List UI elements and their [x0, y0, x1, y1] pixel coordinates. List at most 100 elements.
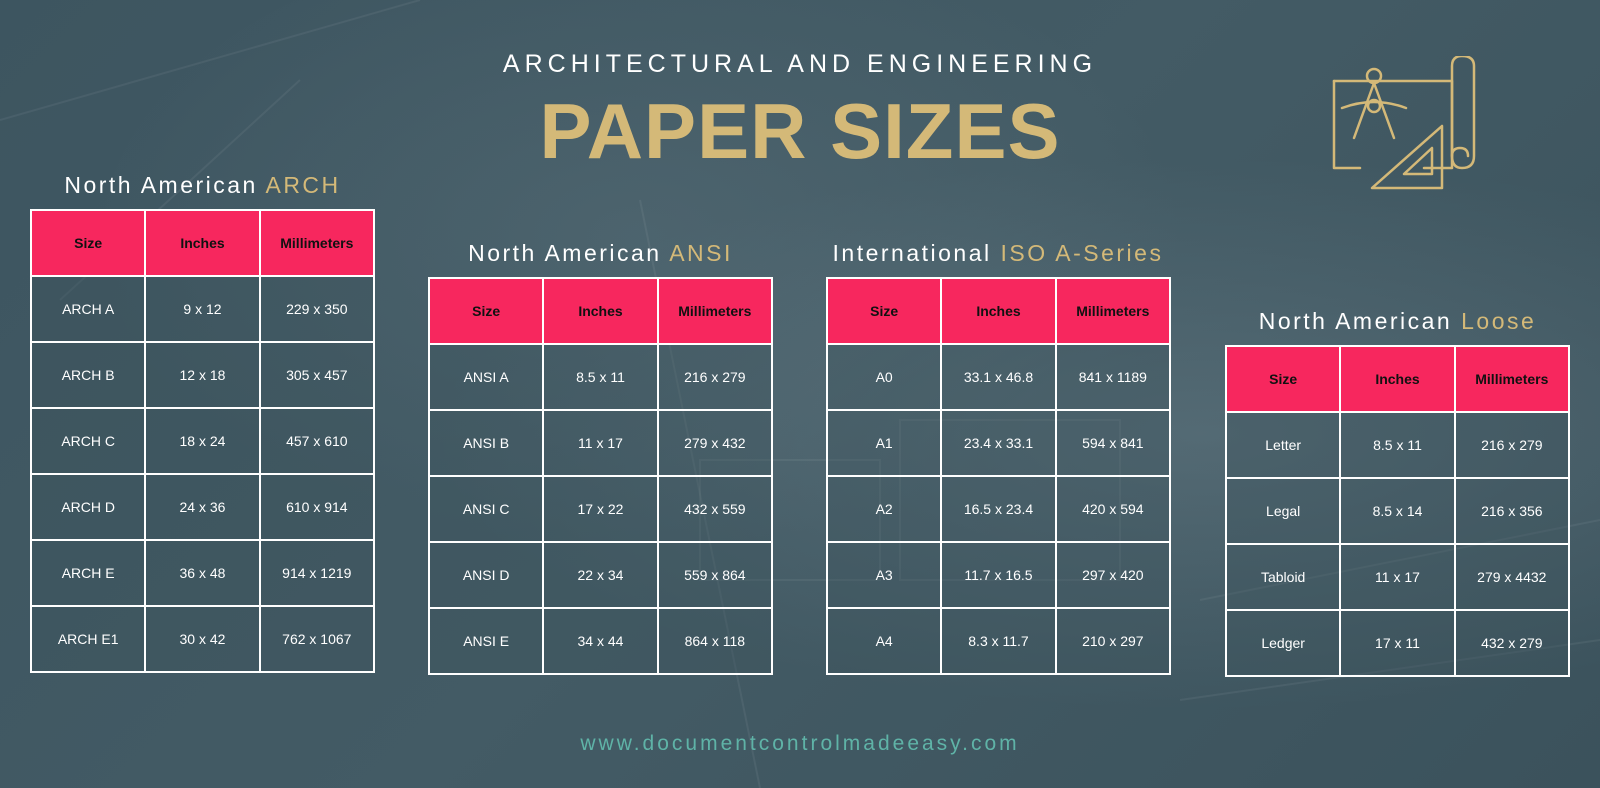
millimeters-cell: 762 x 1067 [258, 605, 376, 673]
millimeters-cell: 559 x 864 [656, 541, 774, 609]
table-row: ARCH D 24 x 36 610 x 914 [29, 473, 376, 541]
table-title-prefix: North American [1258, 308, 1453, 334]
inches-cell: 11 x 17 [1339, 543, 1456, 611]
drafting-tools-icon [1332, 56, 1476, 190]
table-row: ANSI D 22 x 34 559 x 864 [427, 541, 774, 609]
ansi-table: Size Inches Millimeters ANSI A 8.5 x 11 … [427, 277, 774, 675]
table-title-prefix: North American [468, 240, 662, 266]
footer-url-link[interactable]: www.documentcontrolmadeeasy.com [580, 732, 1020, 755]
millimeters-cell: 420 x 594 [1054, 475, 1172, 543]
iso-table: Size Inches Millimeters A0 33.1 x 46.8 8… [825, 277, 1172, 675]
size-cell: ANSI A [427, 343, 545, 411]
inches-cell: 8.5 x 14 [1339, 477, 1456, 545]
millimeters-cell: 229 x 350 [258, 275, 376, 343]
table-row: A0 33.1 x 46.8 841 x 1189 [825, 343, 1172, 411]
inches-cell: 34 x 44 [542, 607, 659, 675]
table-row: ARCH B 12 x 18 305 x 457 [29, 341, 376, 409]
millimeters-cell: 841 x 1189 [1054, 343, 1172, 411]
inches-cell: 23.4 x 33.1 [940, 409, 1057, 477]
millimeters-cell: 432 x 279 [1453, 609, 1571, 677]
millimeters-cell: 864 x 118 [656, 607, 774, 675]
table-row: ARCH E1 30 x 42 762 x 1067 [29, 605, 376, 673]
table-row: Letter 8.5 x 11 216 x 279 [1224, 411, 1571, 479]
column-header-millimeters: Millimeters [258, 209, 376, 277]
column-header-millimeters: Millimeters [1054, 277, 1172, 345]
table-row: ARCH C 18 x 24 457 x 610 [29, 407, 376, 475]
size-cell: ARCH D [29, 473, 147, 541]
size-cell: Letter [1224, 411, 1342, 479]
arch-table: Size Inches Millimeters ARCH A 9 x 12 22… [29, 209, 376, 673]
table-header-row: Size Inches Millimeters [29, 209, 376, 277]
table-row: Tabloid 11 x 17 279 x 4432 [1224, 543, 1571, 611]
size-cell: A3 [825, 541, 943, 609]
millimeters-cell: 216 x 279 [656, 343, 774, 411]
size-cell: ARCH C [29, 407, 147, 475]
inches-cell: 16.5 x 23.4 [940, 475, 1057, 543]
millimeters-cell: 279 x 4432 [1453, 543, 1571, 611]
page-title: PAPER SIZES [539, 87, 1061, 175]
inches-cell: 22 x 34 [542, 541, 659, 609]
column-header-millimeters: Millimeters [656, 277, 774, 345]
millimeters-cell: 610 x 914 [258, 473, 376, 541]
millimeters-cell: 279 x 432 [656, 409, 774, 477]
column-header-size: Size [1224, 345, 1342, 413]
table-row: ANSI A 8.5 x 11 216 x 279 [427, 343, 774, 411]
table-row: ANSI E 34 x 44 864 x 118 [427, 607, 774, 675]
inches-cell: 11.7 x 16.5 [940, 541, 1057, 609]
size-cell: ARCH E [29, 539, 147, 607]
table-header-row: Size Inches Millimeters [825, 277, 1172, 345]
millimeters-cell: 305 x 457 [258, 341, 376, 409]
table-row: ANSI C 17 x 22 432 x 559 [427, 475, 774, 543]
inches-cell: 8.5 x 11 [542, 343, 659, 411]
size-cell: A0 [825, 343, 943, 411]
column-header-size: Size [825, 277, 943, 345]
column-header-size: Size [29, 209, 147, 277]
table-title-arch: North American ARCH [30, 172, 375, 199]
size-cell: A4 [825, 607, 943, 675]
table-title-iso: International ISO A-Series [808, 240, 1188, 267]
millimeters-cell: 594 x 841 [1054, 409, 1172, 477]
inches-cell: 36 x 48 [144, 539, 261, 607]
table-row: ANSI B 11 x 17 279 x 432 [427, 409, 774, 477]
millimeters-cell: 210 x 297 [1054, 607, 1172, 675]
inches-cell: 24 x 36 [144, 473, 261, 541]
table-title-accent: Loose [1461, 308, 1537, 334]
size-cell: ANSI E [427, 607, 545, 675]
column-header-inches: Inches [1339, 345, 1456, 413]
table-title-prefix: International [832, 240, 992, 266]
table-title-loose: North American Loose [1225, 308, 1570, 335]
inches-cell: 17 x 22 [542, 475, 659, 543]
column-header-millimeters: Millimeters [1453, 345, 1571, 413]
size-cell: A1 [825, 409, 943, 477]
table-row: Legal 8.5 x 14 216 x 356 [1224, 477, 1571, 545]
size-cell: ARCH A [29, 275, 147, 343]
millimeters-cell: 914 x 1219 [258, 539, 376, 607]
inches-cell: 11 x 17 [542, 409, 659, 477]
inches-cell: 30 x 42 [144, 605, 261, 673]
size-cell: ARCH E1 [29, 605, 147, 673]
table-title-ansi: North American ANSI [428, 240, 773, 267]
column-header-inches: Inches [542, 277, 659, 345]
size-cell: ARCH B [29, 341, 147, 409]
table-row: ARCH E 36 x 48 914 x 1219 [29, 539, 376, 607]
table-row: A1 23.4 x 33.1 594 x 841 [825, 409, 1172, 477]
millimeters-cell: 432 x 559 [656, 475, 774, 543]
table-title-prefix: North American [64, 172, 258, 198]
size-cell: Legal [1224, 477, 1342, 545]
size-cell: ANSI C [427, 475, 545, 543]
table-row: Ledger 17 x 11 432 x 279 [1224, 609, 1571, 677]
table-row: A4 8.3 x 11.7 210 x 297 [825, 607, 1172, 675]
table-header-row: Size Inches Millimeters [1224, 345, 1571, 413]
table-title-accent: ANSI [669, 240, 733, 266]
loose-table: Size Inches Millimeters Letter 8.5 x 11 … [1224, 345, 1571, 677]
inches-cell: 33.1 x 46.8 [940, 343, 1057, 411]
inches-cell: 12 x 18 [144, 341, 261, 409]
inches-cell: 17 x 11 [1339, 609, 1456, 677]
size-cell: Tabloid [1224, 543, 1342, 611]
millimeters-cell: 457 x 610 [258, 407, 376, 475]
table-title-accent: ISO A-Series [1000, 240, 1164, 266]
column-header-inches: Inches [940, 277, 1057, 345]
column-header-inches: Inches [144, 209, 261, 277]
inches-cell: 8.5 x 11 [1339, 411, 1456, 479]
millimeters-cell: 216 x 279 [1453, 411, 1571, 479]
